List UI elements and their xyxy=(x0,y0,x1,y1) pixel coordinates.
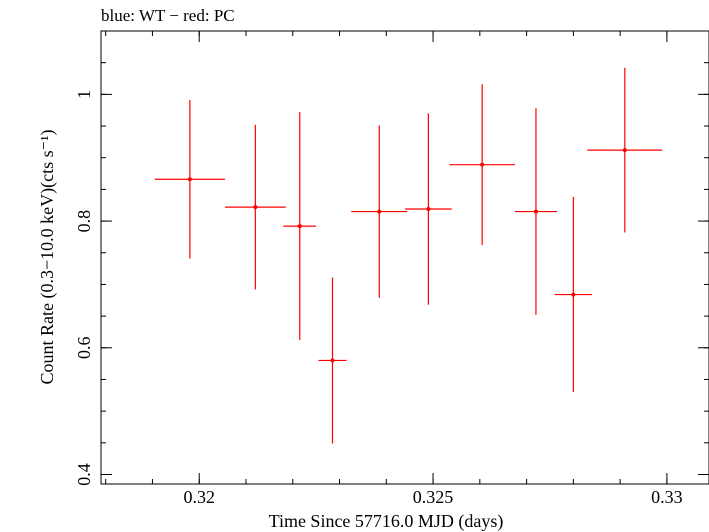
data-point xyxy=(318,277,347,444)
data-marker xyxy=(330,358,335,363)
y-axis-ticks: 0.4 0.6 0.8 1 xyxy=(74,30,709,486)
data-marker xyxy=(571,292,576,297)
data-point xyxy=(154,100,225,259)
data-marker xyxy=(426,207,431,212)
x-tick-label: 0.32 xyxy=(183,487,215,507)
data-marker xyxy=(533,209,538,214)
y-tick-label: 0.8 xyxy=(74,210,94,233)
data-point xyxy=(449,84,515,246)
data-marker xyxy=(622,148,627,153)
data-point xyxy=(283,112,317,341)
y-tick-label: 1 xyxy=(74,90,94,99)
data-marker xyxy=(253,205,258,210)
data-point xyxy=(554,196,593,393)
data-marker xyxy=(480,162,485,167)
x-tick-label: 0.33 xyxy=(651,487,683,507)
x-axis-ticks: 0.32 0.325 0.33 xyxy=(105,31,683,507)
plot-frame xyxy=(100,30,709,485)
y-axis-label: Count Rate (0.3−10.0 keV)(cts s⁻¹) xyxy=(37,129,58,384)
data-marker xyxy=(187,177,192,182)
data-points-layer xyxy=(154,67,663,444)
x-axis-label: Time Since 57716.0 MJD (days) xyxy=(269,511,504,532)
data-marker xyxy=(377,209,382,214)
y-tick-label: 0.4 xyxy=(74,463,94,486)
data-point xyxy=(351,125,408,298)
data-point xyxy=(514,108,557,315)
x-tick-label: 0.325 xyxy=(413,487,454,507)
y-tick-label: 0.6 xyxy=(74,337,94,360)
data-point xyxy=(224,124,286,290)
data-point xyxy=(587,67,663,233)
data-point xyxy=(405,113,452,305)
chart-title: blue: WT − red: PC xyxy=(101,6,235,25)
data-marker xyxy=(297,224,302,229)
series-pc xyxy=(154,67,663,444)
